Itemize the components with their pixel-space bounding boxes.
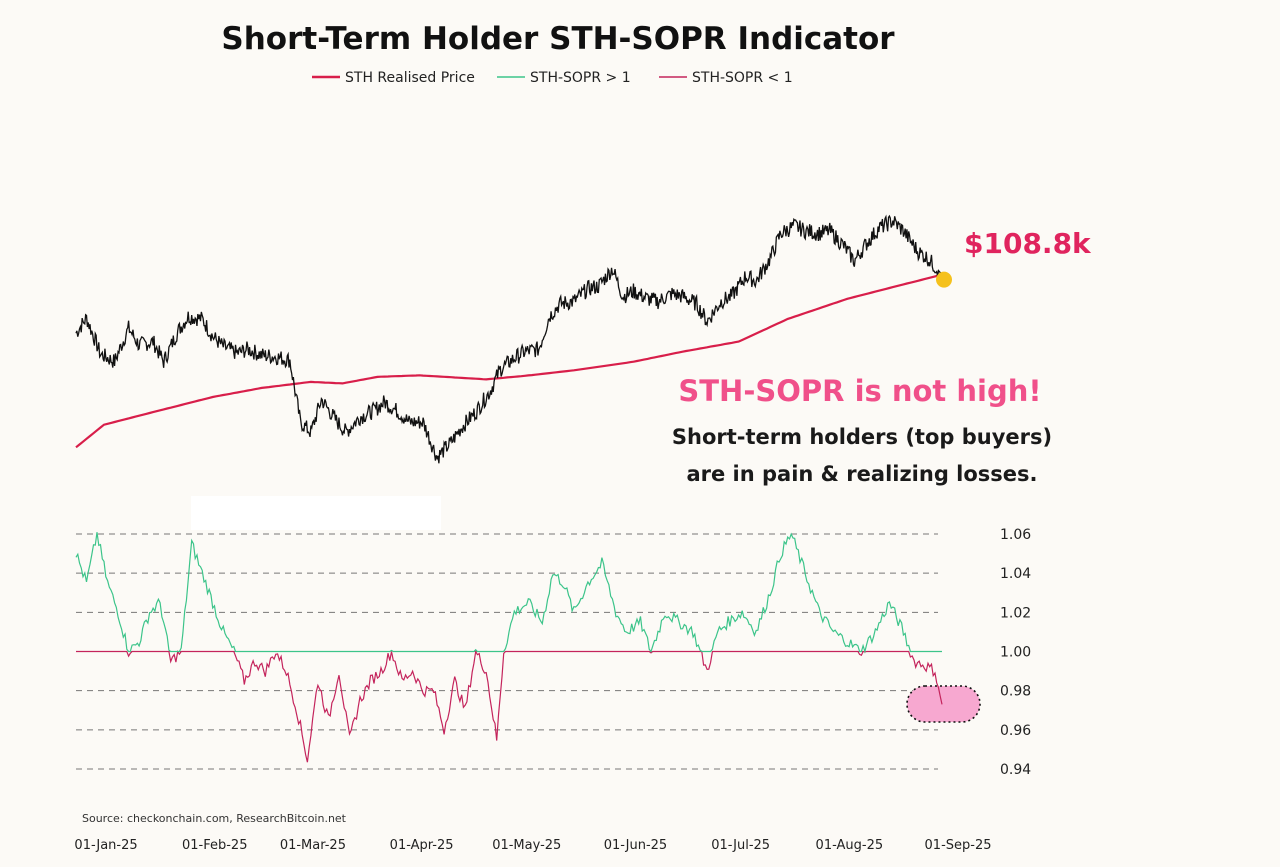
sopr-above-1-line: [75, 532, 942, 654]
x-tick-label: 01-Feb-25: [182, 838, 247, 853]
sth-realised-price-line: [75, 273, 943, 449]
x-tick-label: 01-Jun-25: [604, 838, 668, 853]
sopr-below-1-line: [76, 649, 943, 763]
btc-price-line: [75, 214, 943, 464]
price-panel: $108.8k: [75, 214, 1092, 464]
sopr-panel: 1.06 1.04 1.02 1.00 0.98 0.96 0.94: [75, 527, 1031, 778]
legend-label-sopr-up: STH-SOPR > 1: [530, 70, 631, 86]
current-price-label: $108.8k: [964, 227, 1092, 260]
sopr-y-tick-label: 1.02: [1000, 605, 1031, 621]
x-tick-label: 01-Jul-25: [711, 838, 770, 853]
chart-title: Short-Term Holder STH-SOPR Indicator: [221, 21, 895, 57]
sopr-y-tick-label: 0.94: [1000, 762, 1031, 778]
sopr-y-tick-label: 0.98: [1000, 684, 1031, 700]
sopr-y-tick-label: 1.06: [1000, 527, 1031, 543]
source-note: Source: checkonchain.com, ResearchBitcoi…: [82, 812, 347, 825]
x-tick-label: 01-Mar-25: [280, 838, 346, 853]
legend-label-sopr-down: STH-SOPR < 1: [692, 70, 793, 86]
x-tick-label: 01-Aug-25: [816, 838, 884, 853]
annotation-line-2: are in pain & realizing losses.: [686, 462, 1037, 486]
blank-patch: [191, 496, 441, 530]
sopr-y-tick-label: 1.00: [1000, 645, 1031, 661]
sopr-y-axis: 1.06 1.04 1.02 1.00 0.98 0.96 0.94: [1000, 527, 1031, 778]
x-tick-label: 01-Sep-25: [925, 838, 992, 853]
current-price-marker: [936, 271, 952, 288]
legend: STH Realised Price STH-SOPR > 1 STH-SOPR…: [312, 70, 793, 86]
annotation-headline: STH-SOPR is not high!: [678, 374, 1041, 408]
annotation: STH-SOPR is not high! Short-term holders…: [672, 374, 1052, 486]
loss-highlight-pill: [906, 685, 981, 723]
x-axis: 01-Jan-25 01-Feb-25 01-Mar-25 01-Apr-25 01-M…: [74, 838, 991, 853]
legend-label-realised: STH Realised Price: [345, 70, 475, 86]
x-tick-label: 01-Jan-25: [74, 838, 137, 853]
x-tick-label: 01-May-25: [492, 838, 561, 853]
sopr-y-tick-label: 0.96: [1000, 723, 1031, 739]
sopr-y-tick-label: 1.04: [1000, 566, 1031, 582]
annotation-line-1: Short-term holders (top buyers): [672, 425, 1052, 449]
x-tick-label: 01-Apr-25: [390, 838, 454, 853]
